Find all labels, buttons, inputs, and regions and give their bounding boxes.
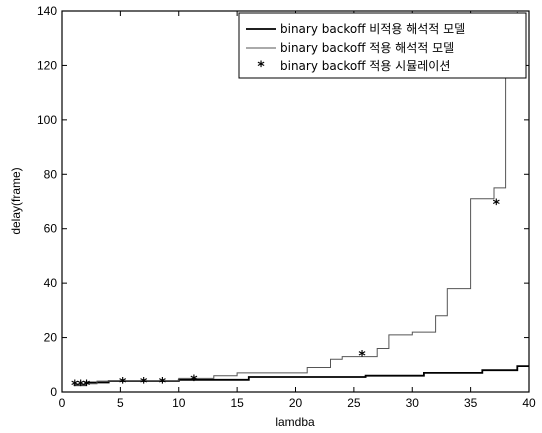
simulation-point: * — [71, 378, 79, 394]
data-series: *** * * * *** — [71, 11, 529, 394]
y-tick-label: 0 — [50, 385, 57, 399]
y-tick-label: 140 — [37, 4, 57, 18]
x-tick-label: 20 — [289, 396, 303, 410]
simulation-point: * — [140, 375, 148, 391]
simulation-point: * — [358, 348, 366, 364]
legend-label-analytic-no-backoff: binary backoff 비적용 해석적 모델 — [280, 22, 465, 36]
y-tick-label: 40 — [44, 276, 58, 290]
x-tick-label: 15 — [230, 396, 244, 410]
y-tick-label: 120 — [37, 58, 57, 72]
simulation-point: * — [119, 375, 127, 391]
x-axis-label: lamdba — [275, 415, 315, 429]
y-axis-label: delay(frame) — [9, 167, 23, 234]
series-line-1 — [73, 11, 518, 386]
series-line-0 — [73, 365, 529, 387]
simulation-point: * — [83, 378, 91, 394]
simulation-point: * — [190, 373, 198, 389]
axis-ticks: 0 5 10 15 20 25 30 35 40 0 20 40 60 80 100 120 140 — [37, 4, 536, 410]
y-tick-label: 100 — [37, 113, 57, 127]
simulation-point: * — [77, 378, 85, 394]
x-tick-label: 35 — [464, 396, 478, 410]
legend-label-analytic-backoff: binary backoff 적용 해석적 모델 — [280, 41, 454, 55]
x-tick-label: 5 — [117, 396, 124, 410]
legend-marker-simulation: * — [257, 59, 265, 75]
x-tick-label: 40 — [522, 396, 536, 410]
y-tick-label: 60 — [44, 222, 58, 236]
y-tick-label: 20 — [44, 331, 58, 345]
x-tick-label: 10 — [172, 396, 186, 410]
y-tick-label: 80 — [44, 167, 58, 181]
x-tick-label: 25 — [347, 396, 361, 410]
simulation-point: * — [493, 197, 501, 213]
x-tick-label: 0 — [59, 396, 66, 410]
legend: binary backoff 비적용 해석적 모델 binary backoff… — [238, 12, 527, 79]
legend-label-simulation: binary backoff 적용 시뮬레이션 — [280, 59, 450, 73]
x-tick-label: 30 — [406, 396, 420, 410]
simulation-point: * — [159, 375, 167, 391]
legend-box — [238, 12, 527, 79]
